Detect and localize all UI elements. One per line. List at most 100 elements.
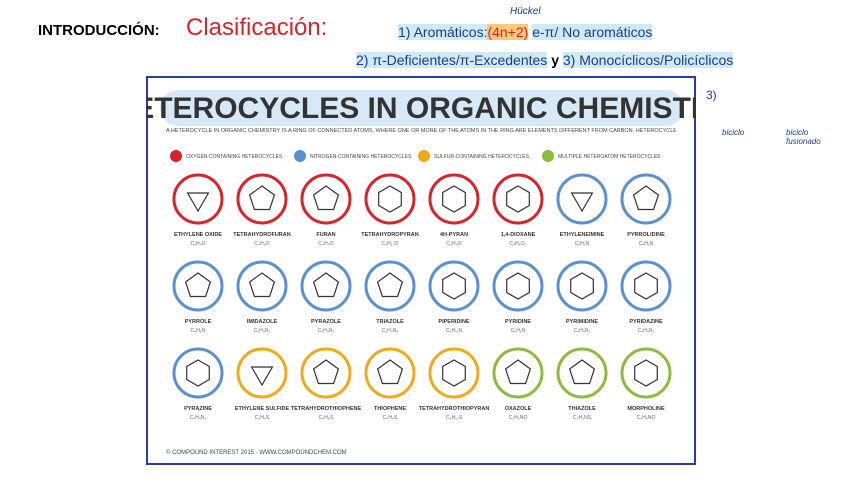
compound-ring [300,347,352,399]
note: Hückel [510,6,541,17]
compound-name: TETRAHYDROTHIOPYRAN [419,406,490,412]
legend-label: MULTIPLE HETEROATOM HETEROCYCLES [558,154,661,160]
compound-name: ETHYLENEIMINE [560,232,605,238]
compound-ring [300,260,352,312]
compound-name: PIPERIDINE [438,319,470,325]
legend-dot [294,150,306,162]
compound-ring [364,173,416,225]
compound-name: PYRROLE [185,319,212,325]
compound-name: THIOPHENE [374,406,406,412]
compound-ring [620,260,672,312]
note: 3) [706,88,717,102]
compound-ring [556,173,608,225]
legend-label: NITROGEN-CONTAINING HETEROCYCLES [310,154,412,160]
compound-formula: C₄H₄N₂ [190,415,207,421]
structure [376,272,404,298]
compound-name: TETRAHYDROPYRAN [361,232,418,238]
compound-formula: C₄H₄N₂ [574,328,591,334]
poster: HETEROCYCLES IN ORGANIC CHEMISTRY A HETE… [146,76,696,465]
structure [570,272,594,300]
compound-formula: C₂H₄S [255,415,270,421]
text: y [551,52,559,68]
structure [186,192,210,213]
title: Clasificación: [186,14,328,41]
compound-ring [492,173,544,225]
compound-formula: C₄H₉N [639,241,654,247]
structure [634,272,658,300]
compound-ring [364,347,416,399]
compound-name: TETRAHYDROTHIOPHENE [291,406,362,412]
compound-name: IMIDAZOLE [247,319,278,325]
compound-formula: C₄H₉NO [637,415,656,421]
compound-name: TRIAZOLE [376,319,404,325]
compound-ring [428,173,480,225]
legend-dot [542,150,554,162]
compound-formula: C₃H₃NS [573,415,592,421]
compound-formula: C₅H₅N [511,328,526,334]
note: biciclo [722,128,745,137]
compound-formula: C₄H₄S [383,415,398,421]
compound-name: PYRAZOLE [311,319,341,325]
compound-name: THIAZOLE [568,406,596,412]
structure [570,192,594,213]
compound-formula: C₅H₁₀O [382,241,399,247]
structure [504,359,532,385]
legend-dot [170,150,182,162]
title-band [160,90,684,126]
compound-formula: C₄H₄N₂ [638,328,655,334]
compound-formula: C₅H₁₁N [446,328,463,334]
compound-formula: C₃H₄N₂ [254,328,271,334]
text: 2) π-Deficientes/π-Excedentes [356,52,548,68]
note: biciclo fusionado [786,128,821,146]
text: (4n+2) [487,24,529,40]
structure [442,359,466,387]
text: 1) Aromáticos: [398,24,488,40]
intro: INTRODUCCIÓN: [38,22,160,39]
compound-name: OXAZOLE [505,406,532,412]
structure [442,272,466,300]
legend-label: SULFUR-CONTAINING HETEROCYCLES [434,154,530,160]
compound-ring [364,260,416,312]
compound-ring [300,173,352,225]
compound-name: FURAN [316,232,335,238]
structure [378,185,402,213]
compound-ring [556,347,608,399]
compound-ring [492,260,544,312]
compound-name: PYRIDINE [505,319,531,325]
compound-name: TETRAHYDROFURAN [233,232,290,238]
compound-name: PYRROLIDINE [627,232,665,238]
structure [184,272,212,298]
compound-formula: C₄H₈S [319,415,334,421]
compound-name: ETHYLENE OXIDE [174,232,222,238]
poster-intro: A HETEROCYCLE IN ORGANIC CHEMISTRY IS A … [166,128,676,134]
compound-formula: C₄H₈O [254,241,269,247]
compound-ring [492,347,544,399]
compound-name: MORPHOLINE [627,406,665,412]
poster-title: HETEROCYCLES IN ORGANIC CHEMISTRY [146,92,696,125]
compound-formula: C₄H₈O₂ [509,241,526,247]
intro-box: A HETEROCYCLE IN ORGANIC CHEMISTRY IS A … [166,128,676,134]
compound-name: 4H-PYRAN [440,232,468,238]
structure [186,359,210,387]
compound-name: 1,4-DIOXANE [501,232,536,238]
compound-ring [428,347,480,399]
poster-frame [146,76,696,465]
compound-ring [172,347,224,399]
compound-formula: C₂H₄O [190,241,205,247]
structure [442,185,466,213]
structure [376,359,404,385]
line2: 2) π-Deficientes/π-Excedentes y 3) Monoc… [356,52,734,68]
compound-formula: C₃H₃NO [509,415,528,421]
structure [506,272,530,300]
compound-ring [236,173,288,225]
line1: 1) Aromáticos:(4n+2) e-π/ No aromáticos [398,24,653,40]
compound-ring [172,173,224,225]
structure [312,185,340,211]
text: 3) Monocíclicos/Policíclicos [562,52,734,68]
structure [248,185,276,211]
compound-formula: C₂H₃N₃ [382,328,399,334]
compound-ring [556,260,608,312]
compound-name: PYRAZINE [184,406,212,412]
compound-formula: C₅H₁₀S [446,415,463,421]
